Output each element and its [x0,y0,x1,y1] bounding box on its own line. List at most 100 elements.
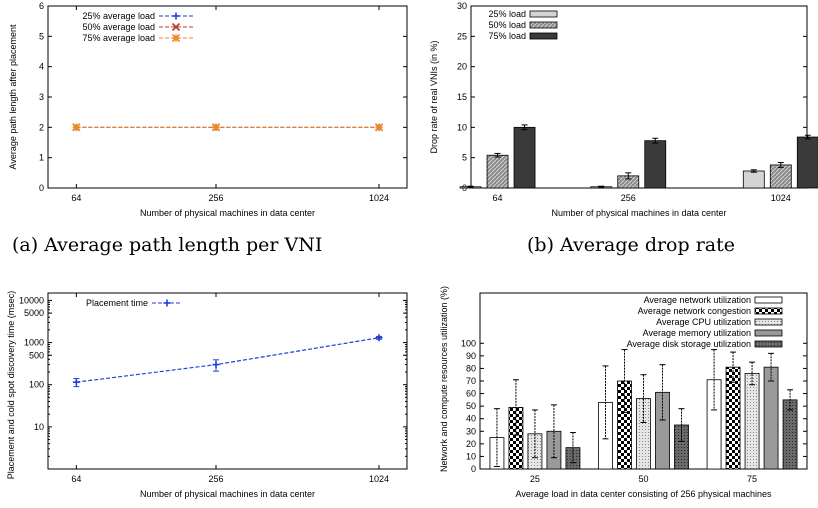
legend-label-a-0: 25% average load [82,11,155,21]
y-axis-label-d: Network and compute resources utilizatio… [439,286,449,472]
legend-label-d-3: Average memory utilization [643,328,751,338]
y-tick-label-d: 60 [466,389,476,399]
legend-label-d-4: Average disk storage utilization [627,339,751,349]
bar-b-1-2 [769,164,792,189]
legend-swatch-d-4 [754,340,783,348]
legend-swatch-d-2 [754,318,783,326]
y-tick-label-c: 10 [34,422,44,432]
legend-marker-a-1 [171,22,181,32]
x-tick-label-c: 64 [71,474,81,484]
bar-d-1-1 [617,380,632,470]
y-tick-label-b: 5 [462,153,467,163]
data-point-a-2-1-stroke [211,123,221,132]
y-tick-label-b: 25 [457,31,467,41]
legend-marker-a-1-stroke [171,22,181,32]
legend-label-d-2: Average CPU utilization [656,317,751,327]
y-axis-label-a: Average path length after placement [8,24,18,169]
y-tick-label-d: 70 [466,376,476,386]
y-tick-label-c: 500 [29,350,44,360]
legend-swatch-d-3 [754,329,783,337]
data-point-a-2-2 [374,123,384,132]
legend-label-b-2: 75% load [488,31,526,41]
legend-swatch-b-2 [529,32,558,40]
y-tick-label-d: 0 [471,464,476,474]
bar-d-2-2 [744,373,760,470]
bar-d-2-0 [527,433,543,470]
data-point-c-0-0 [72,378,80,386]
legend-label-b-1: 50% load [488,20,526,30]
y-tick-label-a: 0 [39,183,44,193]
legend-swatch-b-1 [529,21,558,29]
bar-d-3-2 [763,366,779,470]
y-tick-label-a: 1 [39,153,44,163]
legend-swatch-d-1 [754,307,783,315]
x-axis-label-c: Number of physical machines in data cent… [140,489,315,499]
y-tick-label-a: 2 [39,122,44,132]
legend-swatch-d-0 [754,296,783,304]
x-tick-label-b: 1024 [771,193,791,203]
legend-marker-c-0 [163,299,171,307]
legend-label-a-1: 50% average load [82,22,155,32]
bar-b-0-2 [742,170,765,189]
x-tick-label-c: 256 [208,474,223,484]
y-tick-label-b: 30 [457,1,467,11]
data-point-a-2-0 [72,123,81,132]
series-line-c-0 [76,337,380,383]
legend-label-b-0: 25% load [488,9,526,19]
legend-marker-a-2-stroke [171,33,181,43]
bar-d-2-1 [636,398,651,470]
y-axis-label-c: Placement and cold spot discovery time (… [6,291,16,480]
x-tick-label-d: 50 [638,474,648,484]
y-tick-label-a: 3 [39,92,44,102]
y-tick-label-d: 30 [466,426,476,436]
plot-frame-c [47,292,408,470]
x-axis-label-d: Average load in data center consisting o… [516,489,772,499]
bar-b-1-0 [486,154,509,189]
legend-label-d-1: Average network congestion [638,306,751,316]
x-tick-label-c: 1024 [369,474,389,484]
x-tick-label-a: 64 [71,193,81,203]
data-point-a-2-0-stroke [72,123,81,132]
y-tick-label-a: 6 [39,1,44,11]
x-tick-label-d: 75 [747,474,757,484]
caption-b: (b) Average drop rate [527,234,735,256]
y-tick-label-c: 10000 [19,295,44,305]
y-tick-label-d: 80 [466,363,476,373]
y-tick-label-d: 10 [466,451,476,461]
data-point-c-0-2 [375,334,383,342]
x-tick-label-b: 256 [621,193,636,203]
legend-label-c-0: Placement time [86,298,148,308]
x-axis-label-a: Number of physical machines in data cent… [140,208,315,218]
bar-b-2-0 [513,126,536,189]
y-tick-label-b: 10 [457,122,467,132]
data-point-a-2-2-stroke [374,123,384,132]
x-axis-label-b: Number of physical machines in data cent… [551,208,726,218]
legend-marker-a-2 [171,33,181,43]
y-tick-label-d: 90 [466,351,476,361]
legend-marker-a-0 [172,12,180,20]
y-tick-label-a: 4 [39,62,44,72]
x-tick-label-a: 1024 [369,193,389,203]
data-point-a-2-1 [211,123,221,132]
y-axis-label-b: Drop rate of real VNIs (in %) [429,40,439,153]
bar-b-2-1 [644,140,667,189]
y-tick-label-c: 5000 [24,308,44,318]
y-tick-label-a: 5 [39,31,44,41]
data-point-c-0-1 [212,361,220,369]
x-tick-label-d: 25 [530,474,540,484]
caption-a: (a) Average path length per VNI [12,234,323,256]
y-tick-label-c: 100 [29,380,44,390]
y-tick-label-d: 20 [466,439,476,449]
y-tick-label-b: 15 [457,92,467,102]
y-tick-label-d: 100 [461,338,476,348]
legend-label-d-0: Average network utilization [644,295,751,305]
y-tick-label-d: 50 [466,401,476,411]
legend-label-a-2: 75% average load [82,33,155,43]
y-tick-label-c: 1000 [24,338,44,348]
y-tick-label-b: 20 [457,62,467,72]
y-tick-label-d: 40 [466,414,476,424]
x-tick-label-b: 64 [493,193,503,203]
x-tick-label-a: 256 [208,193,223,203]
legend-swatch-b-0 [529,10,558,18]
